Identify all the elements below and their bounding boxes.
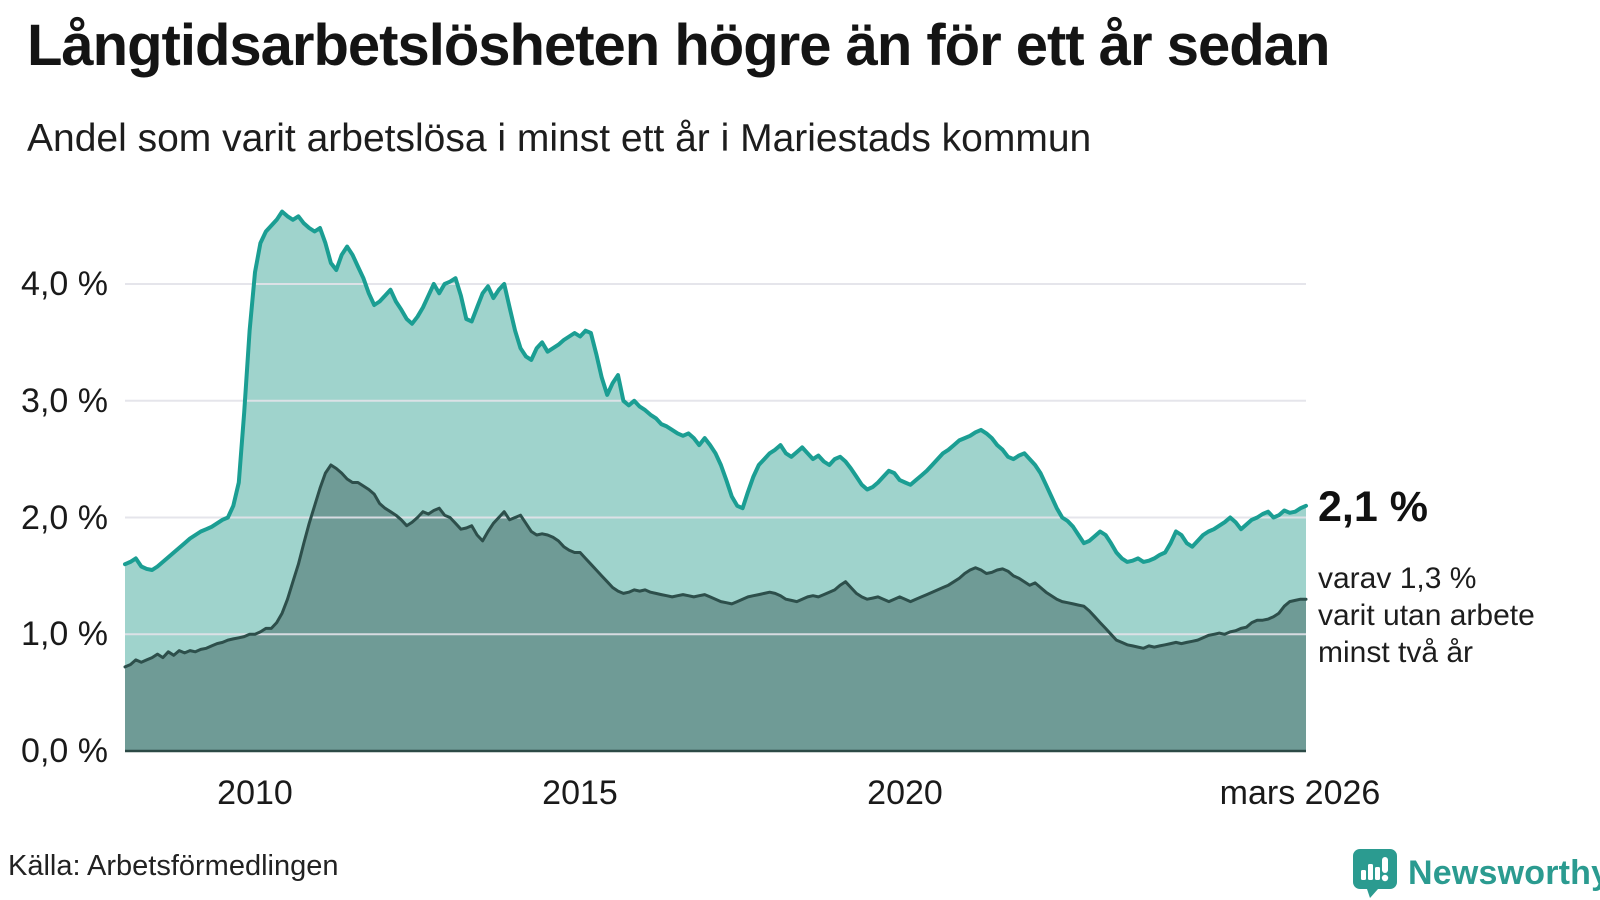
latest-value-label: 2,1 % (1318, 483, 1428, 531)
x-tick-2015: 2015 (542, 774, 618, 812)
y-tick-0: 0,0 % (21, 732, 108, 770)
y-tick-3: 3,0 % (21, 382, 108, 420)
newsworthy-logo[interactable]: Newsworthy (1352, 848, 1600, 898)
x-tick-2020: 2020 (867, 774, 943, 812)
two-year-share-annotation: varav 1,3 % varit utan arbete minst två … (1318, 560, 1535, 671)
newsworthy-icon (1353, 849, 1397, 898)
newsworthy-wordmark: Newsworthy (1408, 853, 1600, 892)
annotation-line-1: varav 1,3 % (1318, 562, 1477, 595)
y-tick-2: 2,0 % (21, 499, 108, 537)
source-credit: Källa: Arbetsförmedlingen (8, 850, 339, 882)
x-tick-2010: 2010 (217, 774, 293, 812)
chart-title: Långtidsarbetslösheten högre än för ett … (27, 13, 1330, 78)
annotation-line-2: varit utan arbete (1318, 599, 1535, 632)
y-tick-4: 4,0 % (21, 265, 108, 303)
chart-subtitle: Andel som varit arbetslösa i minst ett å… (27, 117, 1092, 160)
annotation-line-3: minst två år (1318, 636, 1474, 669)
gridlines (125, 283, 1306, 636)
y-tick-1: 1,0 % (21, 615, 108, 653)
line-unemployed-min-1-year (123, 209, 1308, 572)
line-unemployed-min-2-years (123, 463, 1308, 669)
x-tick-mars-2026: mars 2026 (1219, 774, 1381, 812)
area-unemployed-min-2-years (125, 465, 1306, 751)
